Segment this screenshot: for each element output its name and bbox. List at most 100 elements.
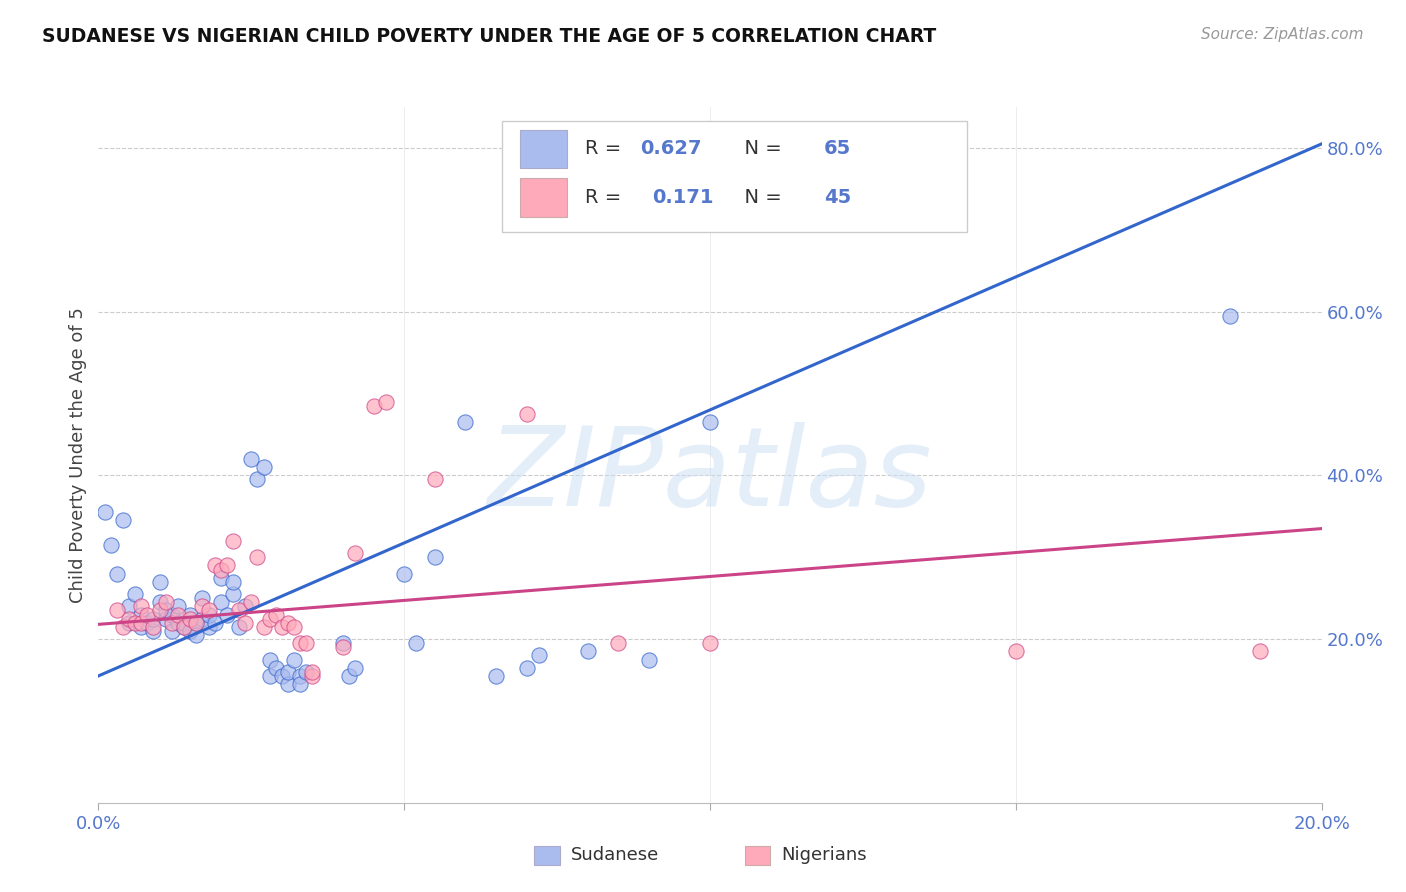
Text: 65: 65 <box>824 139 851 158</box>
Point <box>405 636 427 650</box>
Text: R =: R = <box>585 188 634 207</box>
Point <box>344 661 367 675</box>
Point <box>155 595 177 609</box>
Text: Source: ZipAtlas.com: Source: ZipAtlas.com <box>1201 27 1364 42</box>
Point <box>264 661 287 675</box>
Point <box>277 665 299 679</box>
Point <box>160 607 183 622</box>
Point <box>100 538 122 552</box>
Point <box>527 648 550 663</box>
Point <box>337 669 360 683</box>
Point <box>197 620 219 634</box>
Point <box>105 566 128 581</box>
Point <box>142 624 165 638</box>
Point <box>228 620 250 634</box>
Point <box>252 460 274 475</box>
Point <box>124 587 146 601</box>
Point <box>259 612 281 626</box>
Point <box>167 599 190 614</box>
Point <box>344 546 367 560</box>
Text: 0.627: 0.627 <box>640 139 702 158</box>
Point <box>228 603 250 617</box>
Point <box>259 669 281 683</box>
Point <box>485 669 508 683</box>
Point <box>111 620 134 634</box>
Point <box>197 607 219 622</box>
Point <box>222 587 245 601</box>
Point <box>1004 644 1026 658</box>
Point <box>301 669 323 683</box>
Point <box>252 620 274 634</box>
Point <box>423 473 446 487</box>
Point <box>277 615 299 630</box>
Point <box>516 661 538 675</box>
Point <box>332 640 354 655</box>
Point <box>142 612 165 626</box>
Point <box>160 624 183 638</box>
Point <box>259 652 281 666</box>
Point <box>222 574 245 589</box>
Point <box>118 599 141 614</box>
Point <box>129 607 152 622</box>
Point <box>576 644 599 658</box>
Point <box>160 615 183 630</box>
Point <box>363 399 385 413</box>
Point <box>699 636 721 650</box>
Point <box>295 665 318 679</box>
Point <box>215 607 238 622</box>
Point <box>246 473 269 487</box>
Point <box>149 603 172 617</box>
Point <box>186 628 208 642</box>
Point <box>301 665 323 679</box>
Point <box>215 558 238 573</box>
Point <box>186 615 208 630</box>
Point <box>264 607 287 622</box>
Point <box>129 599 152 614</box>
Point <box>136 607 159 622</box>
Point <box>290 636 312 650</box>
Text: N =: N = <box>733 188 787 207</box>
Point <box>191 591 214 606</box>
Point <box>204 615 226 630</box>
Point <box>129 615 152 630</box>
Point <box>179 624 201 638</box>
Point <box>149 574 172 589</box>
Point <box>295 636 318 650</box>
FancyBboxPatch shape <box>520 178 567 217</box>
Point <box>392 566 416 581</box>
Text: Nigerians: Nigerians <box>782 847 868 864</box>
Point <box>270 620 292 634</box>
Point <box>516 407 538 421</box>
Point <box>118 612 141 626</box>
FancyBboxPatch shape <box>502 121 967 232</box>
Point <box>637 652 661 666</box>
Point <box>423 550 446 565</box>
Point <box>332 636 354 650</box>
Text: SUDANESE VS NIGERIAN CHILD POVERTY UNDER THE AGE OF 5 CORRELATION CHART: SUDANESE VS NIGERIAN CHILD POVERTY UNDER… <box>42 27 936 45</box>
Point <box>222 533 245 548</box>
Point <box>454 415 477 429</box>
Point <box>277 677 299 691</box>
Point <box>155 603 177 617</box>
Point <box>233 615 256 630</box>
Point <box>1219 309 1241 323</box>
Point <box>179 607 201 622</box>
Point <box>1249 644 1271 658</box>
Point <box>283 652 305 666</box>
Text: ZIPatlas: ZIPatlas <box>488 422 932 529</box>
Point <box>290 677 312 691</box>
Point <box>173 615 195 630</box>
Point <box>197 603 219 617</box>
Point <box>209 562 232 576</box>
Point <box>173 620 195 634</box>
Point <box>240 452 263 467</box>
Point <box>699 415 721 429</box>
Text: N =: N = <box>733 139 787 158</box>
Point <box>124 615 146 630</box>
Text: Sudanese: Sudanese <box>571 847 659 864</box>
Point <box>111 513 134 527</box>
Point <box>283 620 305 634</box>
Point <box>142 620 165 634</box>
Point <box>173 620 195 634</box>
Point <box>191 612 214 626</box>
